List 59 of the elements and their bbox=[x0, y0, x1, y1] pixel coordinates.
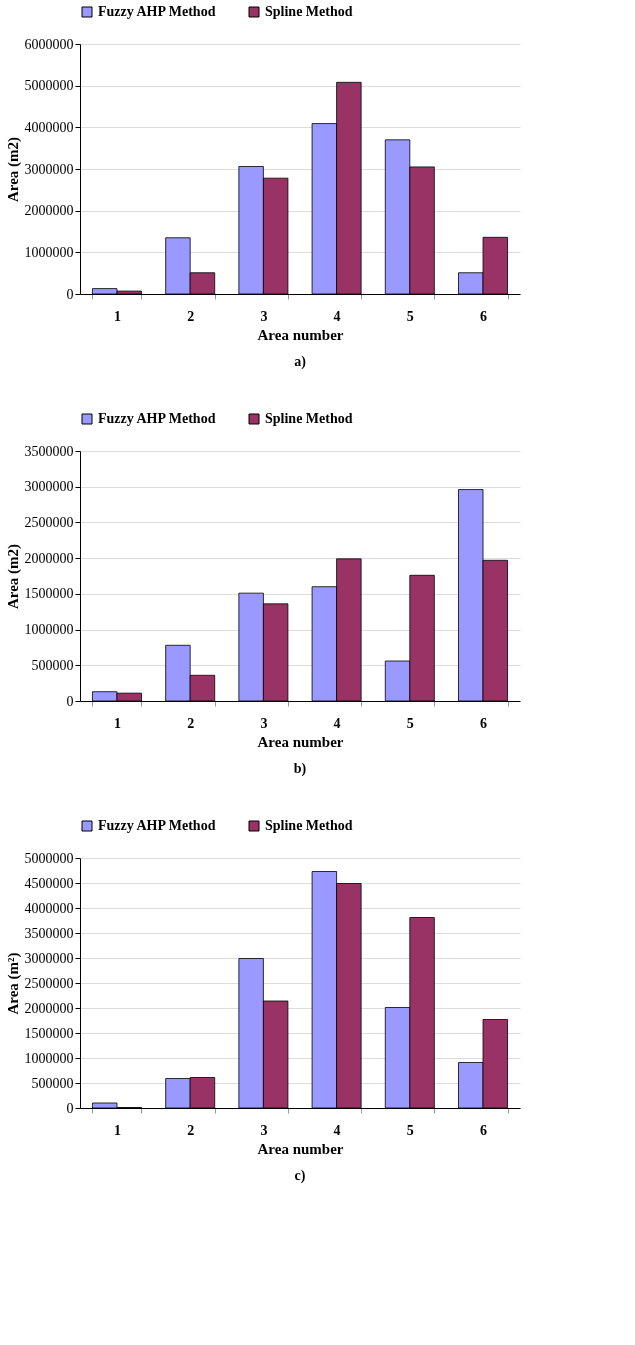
y-tick-label: 4500000 bbox=[24, 875, 74, 891]
x-tick-label: 5 bbox=[406, 715, 414, 731]
y-tick-label: 500000 bbox=[31, 1075, 74, 1091]
x-tick-label: 2 bbox=[187, 1122, 195, 1138]
x-tick-label: 3 bbox=[260, 715, 268, 731]
x-tick-label: 5 bbox=[406, 308, 414, 324]
y-axis-title: Area (m²) bbox=[4, 952, 22, 1015]
y-tick-label: 4000000 bbox=[24, 900, 74, 916]
text: b) bbox=[293, 761, 307, 777]
y-tick-label: 3500000 bbox=[24, 925, 74, 941]
y-tick-label: 0 bbox=[66, 286, 74, 302]
x-tick-label: 2 bbox=[187, 308, 195, 324]
y-tick-label: 5000000 bbox=[24, 78, 74, 94]
legend-label: Spline Method bbox=[265, 411, 353, 426]
y-tick-label: 3000000 bbox=[24, 479, 74, 495]
x-axis-title: Area number bbox=[257, 1140, 344, 1157]
y-tick-label: 4000000 bbox=[24, 119, 74, 135]
x-tick-label: 4 bbox=[333, 1122, 341, 1138]
y-tick-label: 2500000 bbox=[24, 975, 74, 991]
y-tick-label: 2500000 bbox=[24, 514, 74, 530]
y-tick-label: 3500000 bbox=[24, 443, 74, 459]
y-tick-label: 3000000 bbox=[24, 161, 74, 177]
legend-label: Fuzzy AHP Method bbox=[98, 4, 216, 19]
y-tick-label: 2000000 bbox=[24, 550, 74, 566]
y-tick-label: 2000000 bbox=[24, 203, 74, 219]
y-tick-label: 500000 bbox=[31, 657, 74, 673]
x-tick-label: 5 bbox=[406, 1122, 414, 1138]
y-tick-label: 2000000 bbox=[24, 1000, 74, 1016]
x-tick-label: 1 bbox=[113, 1122, 121, 1138]
x-tick-label: 6 bbox=[480, 715, 488, 731]
y-tick-label: 0 bbox=[66, 693, 74, 709]
y-tick-label: 0 bbox=[66, 1100, 74, 1116]
text: c) bbox=[294, 1168, 306, 1184]
y-tick-label: 1500000 bbox=[24, 1025, 74, 1041]
y-tick-label: 1000000 bbox=[24, 1050, 74, 1066]
y-tick-label: 1500000 bbox=[24, 586, 74, 602]
legend-label: Spline Method bbox=[265, 818, 353, 833]
x-tick-label: 6 bbox=[480, 308, 488, 324]
x-tick-label: 1 bbox=[113, 715, 121, 731]
x-axis-title: Area number bbox=[257, 326, 344, 343]
x-tick-label: 2 bbox=[187, 715, 195, 731]
y-tick-label: 1000000 bbox=[24, 622, 74, 638]
x-tick-label: 6 bbox=[480, 1122, 488, 1138]
legend-label: Fuzzy AHP Method bbox=[98, 411, 216, 426]
x-axis-title: Area number bbox=[257, 733, 344, 750]
legend-label: Spline Method bbox=[265, 4, 353, 19]
x-tick-label: 1 bbox=[113, 308, 121, 324]
text: a) bbox=[294, 354, 307, 370]
y-axis-title: Area (m2) bbox=[4, 543, 22, 610]
x-tick-label: 4 bbox=[333, 308, 341, 324]
y-axis-title: Area (m2) bbox=[4, 136, 22, 203]
y-tick-label: 5000000 bbox=[24, 850, 74, 866]
y-tick-label: 1000000 bbox=[24, 244, 74, 260]
y-tick-label: 6000000 bbox=[24, 36, 74, 52]
x-tick-label: 4 bbox=[333, 715, 341, 731]
x-tick-label: 3 bbox=[260, 308, 268, 324]
y-tick-label: 3000000 bbox=[24, 950, 74, 966]
legend-label: Fuzzy AHP Method bbox=[98, 818, 216, 833]
x-tick-label: 3 bbox=[260, 1122, 268, 1138]
